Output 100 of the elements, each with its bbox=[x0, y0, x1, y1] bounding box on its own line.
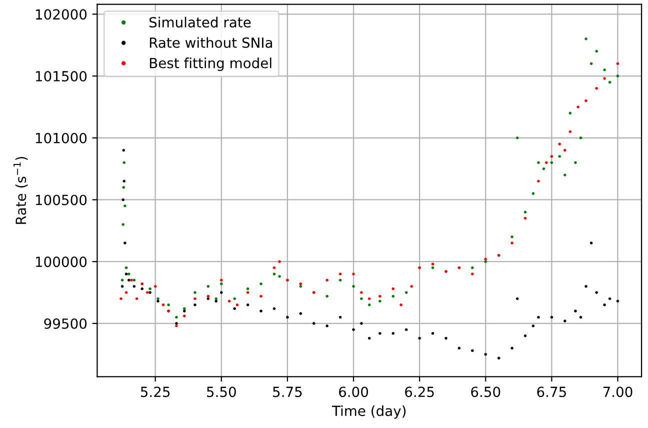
point bbox=[510, 346, 514, 350]
point bbox=[214, 297, 218, 300]
point bbox=[156, 300, 160, 303]
point bbox=[590, 242, 593, 244]
point bbox=[368, 297, 371, 300]
point bbox=[431, 266, 434, 270]
point bbox=[471, 349, 474, 352]
point bbox=[132, 284, 136, 288]
point bbox=[360, 291, 363, 294]
y-tick-label: 101500 bbox=[36, 71, 87, 82]
point bbox=[206, 284, 210, 288]
point bbox=[120, 284, 124, 288]
point bbox=[278, 275, 281, 278]
y-tick-label: 100000 bbox=[36, 256, 87, 268]
x-tick-label: 5.50 bbox=[207, 386, 236, 398]
point bbox=[431, 262, 434, 266]
point bbox=[299, 312, 302, 315]
point bbox=[404, 291, 408, 294]
point bbox=[167, 304, 170, 306]
point bbox=[162, 304, 165, 306]
point bbox=[418, 336, 421, 340]
point bbox=[128, 272, 130, 276]
point bbox=[458, 346, 461, 350]
point bbox=[130, 278, 133, 282]
x-axis-title: Time (day) bbox=[332, 405, 406, 419]
point bbox=[122, 186, 126, 189]
point bbox=[122, 180, 126, 183]
point bbox=[260, 310, 262, 312]
x-tick-label: 6.75 bbox=[537, 386, 566, 398]
point bbox=[616, 300, 620, 303]
point bbox=[532, 192, 535, 195]
point bbox=[590, 62, 593, 66]
point bbox=[278, 260, 281, 263]
y-tick-label: 101000 bbox=[36, 132, 87, 144]
point bbox=[542, 167, 546, 170]
point bbox=[568, 112, 572, 115]
point bbox=[146, 291, 149, 294]
point bbox=[122, 161, 126, 164]
point bbox=[220, 278, 223, 282]
point bbox=[352, 272, 355, 276]
point bbox=[545, 161, 548, 164]
point bbox=[484, 260, 488, 263]
point bbox=[595, 87, 598, 90]
legend-label: Rate without SNIa bbox=[150, 37, 272, 48]
point bbox=[338, 272, 342, 276]
point bbox=[550, 155, 554, 158]
point bbox=[120, 278, 124, 282]
point bbox=[148, 291, 152, 294]
point bbox=[299, 284, 302, 288]
x-tick-label: 6.50 bbox=[471, 386, 500, 398]
point bbox=[431, 332, 434, 335]
point bbox=[579, 136, 582, 140]
point bbox=[175, 324, 178, 328]
point bbox=[228, 300, 231, 303]
point bbox=[603, 304, 606, 306]
point bbox=[233, 297, 236, 300]
point bbox=[368, 304, 371, 306]
point bbox=[132, 278, 136, 282]
point bbox=[510, 242, 514, 244]
x-tick-label: 5.25 bbox=[140, 386, 170, 398]
point bbox=[124, 204, 126, 208]
point bbox=[194, 304, 196, 306]
point bbox=[299, 282, 302, 286]
point bbox=[537, 180, 540, 183]
point bbox=[194, 297, 196, 300]
point bbox=[524, 334, 527, 338]
point bbox=[352, 328, 355, 332]
legend-label: Best fitting model bbox=[150, 58, 272, 71]
point bbox=[608, 297, 612, 300]
point bbox=[148, 287, 152, 290]
point bbox=[564, 174, 566, 176]
point bbox=[194, 291, 196, 294]
point bbox=[537, 316, 540, 319]
point bbox=[214, 300, 218, 303]
point bbox=[444, 336, 448, 340]
point bbox=[608, 80, 612, 84]
point bbox=[537, 161, 540, 164]
point bbox=[574, 161, 577, 164]
point bbox=[233, 307, 236, 310]
point bbox=[574, 310, 577, 312]
point bbox=[246, 291, 250, 294]
point bbox=[206, 297, 210, 300]
point bbox=[326, 278, 328, 282]
y-tick-label: 99500 bbox=[44, 318, 87, 329]
point bbox=[484, 258, 488, 261]
point bbox=[272, 307, 276, 310]
point bbox=[272, 272, 276, 276]
point bbox=[175, 322, 178, 325]
x-tick-label: 7.00 bbox=[603, 386, 632, 398]
point bbox=[352, 284, 355, 288]
point bbox=[484, 352, 488, 356]
point bbox=[175, 316, 178, 319]
point bbox=[378, 300, 382, 303]
point bbox=[400, 304, 402, 306]
point bbox=[154, 284, 157, 288]
point bbox=[360, 322, 363, 325]
point bbox=[404, 328, 408, 332]
point bbox=[272, 266, 276, 270]
point bbox=[532, 324, 535, 328]
point bbox=[368, 336, 371, 340]
